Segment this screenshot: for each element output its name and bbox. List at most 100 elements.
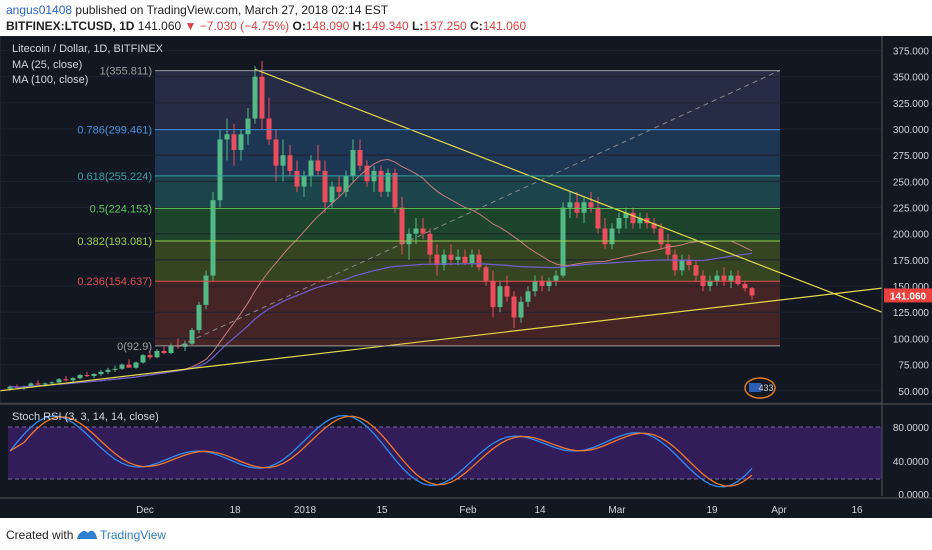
candle-body [35, 383, 41, 385]
candle-body [651, 223, 657, 229]
candle-body [427, 233, 433, 255]
candle-body [252, 76, 258, 119]
candle-body [511, 296, 517, 318]
candle-body [623, 212, 629, 218]
candle-body [217, 139, 223, 201]
time-axis-label: Mar [608, 505, 626, 516]
fib-level-label: 0.5(224.153) [90, 203, 152, 215]
time-axis-label: 19 [706, 505, 718, 516]
candle-body [343, 176, 349, 192]
candle-body [56, 379, 62, 383]
fib-band [155, 129, 780, 176]
ascending-trendline [0, 287, 883, 392]
rsi-axis-40: 40.0000 [893, 457, 930, 468]
candle-body [182, 343, 188, 347]
candle-body [693, 265, 699, 276]
chart-area[interactable]: 1(355.811) 0.786(299.461) 0.618(255.224) 0.… [0, 35, 932, 518]
fib-level-label: 1(355.811) [100, 66, 152, 78]
candle-body [84, 375, 90, 377]
candle-body [616, 218, 622, 229]
ma100-legend[interactable]: MA (100, close) [12, 74, 88, 86]
candle-body [154, 350, 160, 358]
price-axis-label: 125.000 [893, 308, 930, 319]
fib-band [155, 175, 780, 209]
price-axis[interactable]: 375.000 350.000 325.000 300.000 275.000 250.0… [883, 36, 932, 403]
open-value: 148.090 [305, 19, 350, 33]
candle-body [196, 304, 202, 331]
candle-body [147, 355, 153, 358]
candle-body [609, 228, 615, 245]
candle-body [42, 383, 48, 385]
stoch-k-line [9, 414, 753, 488]
time-axis-label: Apr [771, 505, 787, 516]
low-label: L: [412, 19, 424, 33]
price-axis-label: 375.000 [893, 46, 930, 57]
price-axis-label: 75.000 [898, 361, 929, 372]
candle-body [98, 371, 104, 375]
candle-body [742, 283, 748, 289]
ma25-legend[interactable]: MA (25, close) [12, 59, 82, 71]
candle-body [714, 275, 720, 281]
candle-body [497, 286, 503, 307]
candle-body [364, 165, 370, 182]
price-axis-label: 300.000 [893, 125, 930, 136]
candle-body [560, 207, 566, 276]
fib-level-label: 0(92.9) [117, 341, 152, 353]
candle-body [637, 218, 643, 224]
flag-icon [749, 383, 761, 392]
open-label: O: [292, 19, 306, 33]
fib-level-label: 0.382(193.081) [77, 236, 152, 248]
candle-body [630, 212, 636, 224]
chart-title: Litecoin / Dollar, 1D, BITFINEX [12, 43, 164, 55]
candle-body [665, 244, 671, 255]
fib-band [155, 281, 780, 346]
candle-body [525, 291, 531, 302]
price-chart[interactable]: 1(355.811) 0.786(299.461) 0.618(255.224) 0.… [0, 35, 932, 518]
grid-lines [0, 49, 882, 392]
publish-line: angus01408 published on TradingView.com,… [6, 3, 388, 17]
rsi-axis-80: 80.0000 [893, 423, 930, 434]
events-badge[interactable]: 433 [744, 377, 776, 399]
candle-body [210, 200, 216, 276]
candle-body [672, 254, 678, 271]
time-axis-label: 15 [376, 505, 388, 516]
candle-body [259, 76, 265, 119]
last-price: 141.060 [137, 19, 182, 33]
candle-body [574, 202, 580, 213]
candle-body [749, 288, 755, 296]
candle-body [168, 345, 174, 354]
candle-body [119, 364, 125, 369]
candle-body [448, 254, 454, 260]
candle-body [567, 202, 573, 208]
candle-body [546, 280, 552, 287]
rsi-title[interactable]: Stoch RSI (3, 3, 14, 14, close) [12, 411, 159, 423]
price-axis-label: 325.000 [893, 99, 930, 110]
tradingview-brand[interactable]: TradingView [100, 528, 167, 542]
time-axis-label: 16 [851, 505, 863, 516]
fib-diagonal [179, 69, 781, 347]
time-axis[interactable]: Dec 18 2018 15 Feb 14 Mar 19 Apr 16 [136, 505, 863, 516]
events-badge-count: 433 [758, 383, 773, 393]
candle-body [91, 374, 97, 377]
candle-body [238, 134, 244, 150]
last-price-tag-text: 141.060 [890, 291, 927, 302]
author-link[interactable]: angus01408 [6, 3, 73, 17]
price-axis-label: 275.000 [893, 151, 930, 162]
candle-body [469, 254, 475, 264]
price-axis-label: 100.000 [893, 334, 930, 345]
fib-level-label: 0.618(255.224) [77, 171, 152, 183]
candle-body [553, 275, 559, 281]
candle-body [287, 155, 293, 171]
symbol-label: BITFINEX:LTCUSD, 1D [6, 19, 135, 33]
candle-body [539, 280, 545, 287]
price-change: −7.030 (−4.75%) [199, 19, 290, 33]
candle-body [336, 186, 342, 192]
candlestick-series [7, 60, 755, 391]
candle-body [140, 355, 146, 363]
candle-body [490, 280, 496, 307]
candle-body [329, 186, 335, 203]
candle-body [308, 160, 314, 177]
high-label: H: [352, 19, 366, 33]
created-with: Created with [6, 528, 74, 542]
low-value: 137.250 [423, 19, 467, 33]
